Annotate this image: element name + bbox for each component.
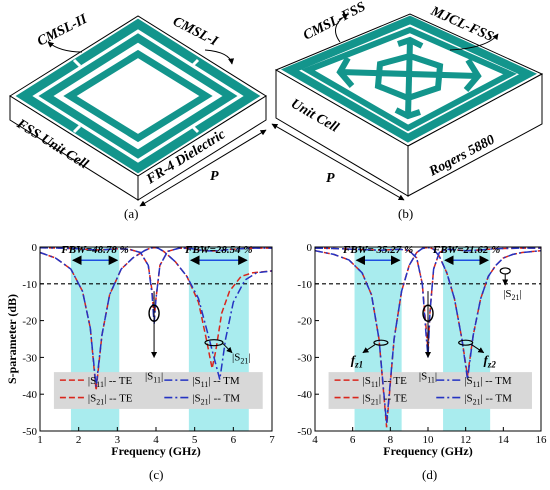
fz2-pointer (471, 344, 485, 354)
y-tick-label: -40 (297, 389, 312, 401)
panel-a: CMSL-II CMSL-I FSS Unit Cell FR-4 Dielec… (9, 12, 267, 221)
inner-ring (63, 49, 213, 143)
box-right-b (407, 73, 543, 197)
caption-c: (c) (149, 467, 163, 482)
y-tick-label: -30 (22, 352, 37, 364)
y-tick-label: 0 (307, 242, 313, 254)
cmsl-fss-arrow (335, 13, 349, 43)
x-tick-label: 3 (115, 434, 121, 446)
legend-box (53, 372, 263, 409)
series-line-4 (39, 246, 273, 387)
p-label: P (210, 169, 219, 184)
s21-pointer (221, 342, 233, 354)
caption-b: (b) (398, 206, 413, 221)
y-tick-label: -10 (22, 279, 37, 291)
x-tick-label: 6 (231, 434, 237, 446)
fz1-pointer (362, 344, 376, 354)
x-tick-label: 4 (153, 434, 159, 446)
legend-label-1: |S11| -- TE (363, 375, 408, 389)
y-tick-label: -50 (297, 426, 312, 438)
legend-label-2: |S11| -- TM (464, 375, 512, 389)
x-axis-label: Frequency (GHz) (111, 444, 200, 458)
panel-b: CMSL-FSS MJCL-FSS Unit Cell Rogers 5880 … (271, 0, 544, 221)
s21-marker-ellipse (204, 339, 224, 347)
y-tick-label: 0 (32, 242, 38, 254)
x-tick-label: 14 (498, 434, 510, 446)
caption-a: (a) (124, 206, 138, 221)
legend-label-4: |S21| -- TM (192, 393, 240, 407)
fbw-label-2: FBW=21.62 % (432, 244, 500, 256)
series-line-3 (314, 247, 541, 358)
fz1-marker-ellipse (373, 339, 389, 346)
cmsl-ii-ring (15, 18, 261, 174)
x-tick-label: 2 (76, 434, 82, 446)
fbw-label-1: FBW= 35.27 % (342, 244, 413, 256)
cmsl-fss-inner (301, 26, 517, 132)
cmsl-fss-ring (280, 15, 538, 143)
mjcl-fss-cross (336, 36, 482, 120)
legend-label-3: |S21| -- TE (363, 393, 408, 407)
y-tick-label: -30 (297, 352, 312, 364)
x-tick-label: 6 (350, 434, 356, 446)
s21-marker-ellipse (499, 267, 511, 275)
fbw-label-1: FBW=48.78 % (60, 244, 128, 256)
cmsl-ii-label: CMSL-II (35, 12, 90, 50)
cmsl-ii-arrow (47, 41, 83, 53)
series-line-4 (314, 246, 542, 424)
cmsl-i-arrow (204, 49, 235, 65)
y-tick-label: -20 (22, 316, 37, 328)
p-label-b: P (326, 171, 335, 186)
y-tick-label: -20 (297, 316, 312, 328)
mjcl-fss-arrow (449, 33, 499, 51)
x-tick-label: 5 (192, 434, 198, 446)
caption-d: (d) (422, 467, 437, 482)
legend-box (328, 372, 532, 409)
fbw-label-2: FBW=28.54 % (184, 244, 252, 256)
p-dimension-arrow (139, 129, 267, 207)
legend-label-1: |S11| -- TE (88, 375, 133, 389)
x-tick-label: 12 (460, 434, 471, 446)
x-tick-label: 10 (423, 434, 435, 446)
cmsl-i-ring (38, 33, 238, 159)
x-tick-label: 1 (37, 434, 43, 446)
chart-c: 1 2 3 4 5 6 7 0 -10 -20 -30 -40 -50 Frequency (GHz) S-… (5, 242, 275, 458)
y-axis-label: S-parameter (dB) (5, 294, 19, 384)
fz2-marker-ellipse (458, 339, 474, 346)
legend-label-3: |S21| -- TE (88, 393, 133, 407)
legend-label-4: |S21| -- TM (464, 393, 512, 407)
legend-label-2: |S11| -- TM (192, 375, 240, 389)
x-tick-label: 16 (536, 434, 548, 446)
chart-d: 4 6 8 10 12 14 16 0 -10 -20 -30 -40 -50 Frequency (GH… (297, 242, 547, 458)
y-tick-label: -10 (297, 279, 312, 291)
x-tick-label: 4 (312, 434, 318, 446)
y-tick-label: -50 (22, 426, 37, 438)
x-tick-label: 7 (269, 434, 275, 446)
s21-label: |S21| (503, 288, 522, 302)
p-dimension-arrow-b (271, 123, 405, 201)
y-tick-label: -40 (22, 389, 37, 401)
x-axis-label: Frequency (GHz) (383, 444, 472, 458)
x-tick-label: 8 (388, 434, 394, 446)
series-line-3 (39, 246, 272, 325)
